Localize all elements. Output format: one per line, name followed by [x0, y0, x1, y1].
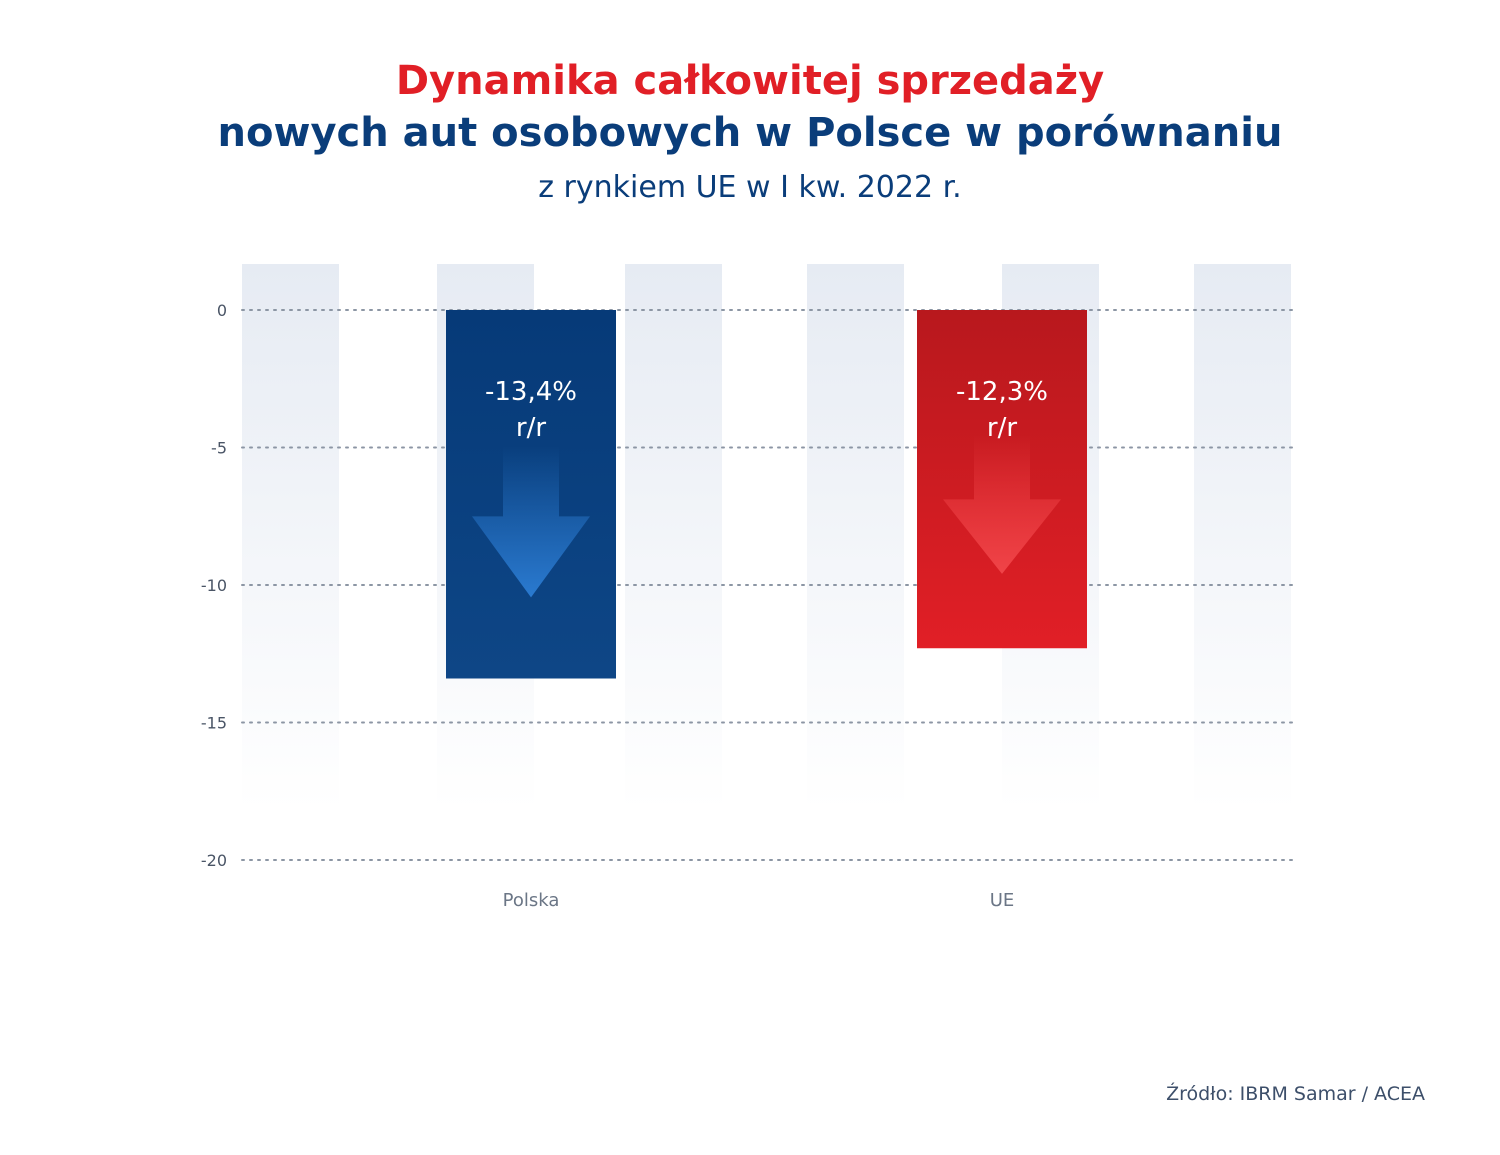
- background-stripe: [242, 264, 339, 810]
- y-tick-label: -20: [201, 851, 227, 870]
- y-tick-label: -5: [211, 439, 227, 458]
- gridlines: [241, 309, 1293, 861]
- y-axis-ticks: 0 -5 -10 -15 -20: [201, 301, 227, 870]
- y-tick-label: 0: [217, 301, 227, 320]
- source-note: Źródło: IBRM Samar / ACEA: [1166, 1083, 1425, 1105]
- background-stripe: [1194, 264, 1291, 810]
- y-tick-label: -10: [201, 576, 227, 595]
- background-stripe: [625, 264, 722, 810]
- x-axis-ticks: Polska UE: [503, 890, 1015, 911]
- x-tick-label: UE: [990, 890, 1015, 911]
- chart-title-line2: nowych aut osobowych w Polsce w porównan…: [217, 110, 1283, 156]
- chart-title-line1: Dynamika całkowitej sprzedaży: [395, 58, 1105, 104]
- x-tick-label: Polska: [503, 890, 560, 911]
- chart-subtitle: z rynkiem UE w I kw. 2022 r.: [538, 170, 962, 205]
- arrow-down-icon: [472, 446, 590, 598]
- data-label: -13,4%: [485, 377, 577, 407]
- y-tick-label: -15: [201, 714, 227, 733]
- bars: -13,4% r/r -12,3% r/r: [446, 310, 1087, 679]
- data-label: -12,3%: [956, 377, 1048, 407]
- data-label-unit: r/r: [516, 413, 546, 443]
- background-stripe: [807, 264, 904, 810]
- background-stripes: [242, 264, 1291, 810]
- data-label-unit: r/r: [987, 413, 1017, 443]
- arrow-down-icon: [943, 435, 1061, 574]
